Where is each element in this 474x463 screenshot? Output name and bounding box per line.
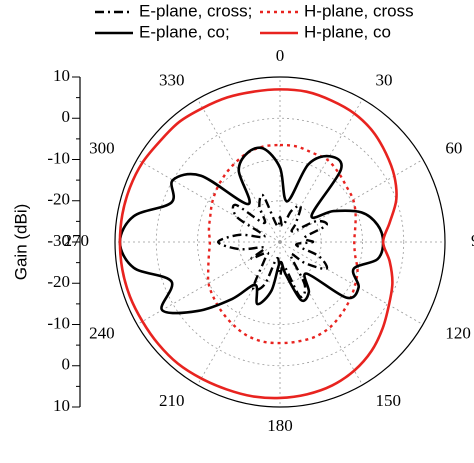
- angle-label: 210: [159, 391, 185, 410]
- y-tick-label: -10: [47, 313, 70, 332]
- y-tick-label: 10: [53, 66, 70, 85]
- legend-label: H-plane, co: [304, 22, 391, 41]
- angle-label: 330: [159, 71, 185, 90]
- angle-label: 0: [276, 46, 285, 65]
- angle-label: 180: [267, 416, 293, 435]
- angle-label: 150: [376, 391, 402, 410]
- angle-label: 120: [445, 323, 471, 342]
- angle-label: 60: [445, 138, 462, 157]
- angle-label: 90: [471, 231, 474, 250]
- y-axis-label: Gain (dBi): [11, 204, 30, 281]
- grid-circle: [197, 159, 363, 325]
- angle-label: 270: [64, 231, 90, 250]
- series-line: [206, 143, 359, 345]
- legend-label: E-plane, co;: [139, 22, 230, 41]
- angle-label: 30: [376, 71, 393, 90]
- polar-frame: [114, 76, 446, 408]
- y-tick-label: -20: [47, 190, 70, 209]
- y-tick-label: 10: [53, 396, 70, 415]
- grid-circle: [155, 117, 405, 367]
- y-tick-label: -30: [47, 231, 70, 250]
- angle-label: 300: [89, 138, 115, 157]
- y-tick-label: -10: [47, 148, 70, 167]
- angle-label: 240: [89, 323, 115, 342]
- legend-label: E-plane, cross;: [139, 1, 252, 20]
- y-tick-label: 0: [62, 107, 71, 126]
- y-tick-label: 0: [62, 355, 71, 374]
- grid-spoke: [279, 159, 424, 243]
- series-line: [118, 88, 398, 400]
- legend-label: H-plane, cross: [304, 1, 414, 20]
- series-line: [118, 146, 385, 315]
- grid-spoke: [197, 241, 281, 386]
- series-line: [216, 193, 329, 299]
- y-tick-label: -20: [47, 272, 70, 291]
- grid-spoke: [279, 241, 424, 325]
